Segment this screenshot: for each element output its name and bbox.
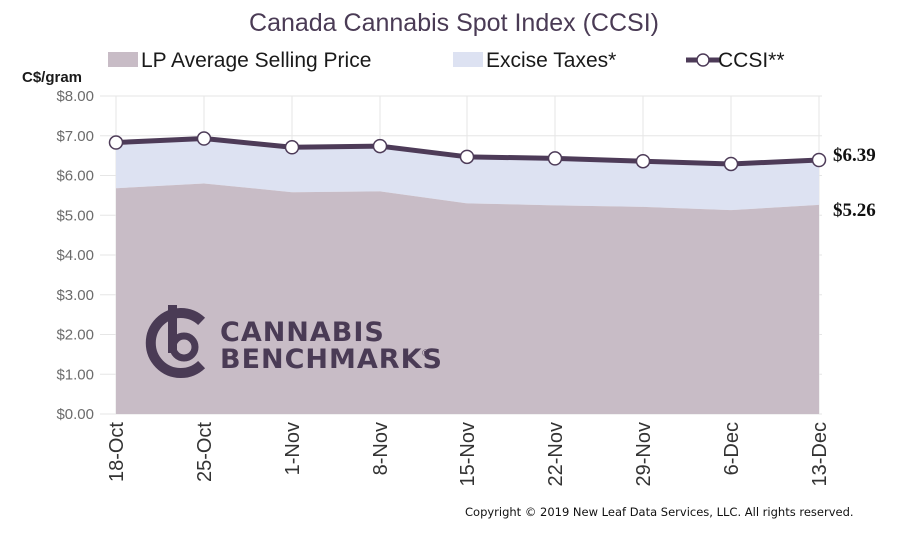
copyright: Copyright © 2019 New Leaf Data Services,… [465,505,854,519]
y-tick-label: $5.00 [56,207,94,224]
x-tick-label: 8-Nov [370,422,392,475]
y-tick-label: $3.00 [56,287,94,304]
y-tick-label: $1.00 [56,366,94,383]
ccsi-point [635,153,651,169]
ccsi-series [108,131,827,172]
x-tick-label: 18-Oct [106,422,128,482]
legend-swatch-lp [108,52,138,67]
x-tick-label: 6-Dec [721,422,743,475]
x-tick-label: 29-Nov [633,422,655,486]
ccsi-point [108,135,124,150]
y-tick-label: $8.00 [56,88,94,105]
lp-average-selling-price-area [116,183,819,414]
legend-swatch-ccsi-marker [696,53,710,67]
legend-label-excise: Excise Taxes* [486,49,616,72]
ccsi-point [723,156,739,172]
x-tick-label: 13-Dec [809,422,831,486]
y-tick-label: $7.00 [56,128,94,145]
y-axis-ticks: $0.00 $1.00 $2.00 $3.00 $4.00 $5.00 $6.00 $7.00… [56,88,94,423]
x-tick-label: 22-Nov [545,422,567,486]
excise-taxes-area [116,138,819,211]
ccsi-point [459,149,475,165]
ccsi-point [811,152,827,168]
cannabis-benchmarks-logo: CANNABIS BENCHMARKS ® [145,305,443,378]
y-tick-label: $4.00 [56,247,94,264]
ccsi-point [284,140,300,155]
y-tick-label: $2.00 [56,327,94,344]
y-tick-label: $0.00 [56,406,94,423]
legend-label-ccsi: CCSI** [718,49,785,72]
x-tick-label: 15-Nov [457,422,479,486]
ccsi-point [372,138,388,154]
y-tick-label: $6.00 [56,168,94,185]
ccsi-point [547,151,563,166]
x-tick-label: 25-Oct [194,422,216,482]
legend-swatch-excise [453,52,483,67]
y-axis-label: C$/gram [22,69,82,86]
x-tick-label: 1-Nov [282,422,304,475]
chart-title: Canada Cannabis Spot Index (CCSI) [249,9,659,37]
logo-registered-mark: ® [421,349,430,359]
logo-mark-icon [145,305,206,378]
end-label-lp: $5.26 [833,200,876,221]
legend-label-lp: LP Average Selling Price [141,49,371,72]
legend: LP Average Selling Price Excise Taxes* C… [108,49,785,72]
logo-line2: BENCHMARKS [220,344,443,375]
end-label-ccsi: $6.39 [833,145,876,166]
areas [116,138,819,414]
logo-line1: CANNABIS [220,317,385,348]
ccsi-point [196,131,212,146]
x-axis-ticks: 18-Oct 25-Oct 1-Nov 8-Nov 15-Nov 22-Nov 29-Nov… [106,422,831,487]
